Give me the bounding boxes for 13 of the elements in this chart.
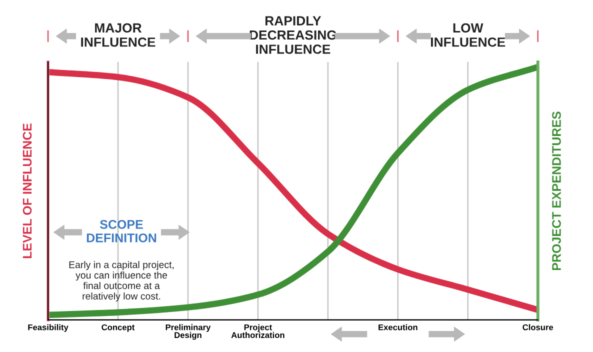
y2-axis-title: PROJECT EXPENDITURES [552, 112, 561, 270]
x-tick-label: Preliminary Design [166, 324, 211, 340]
annotation: Early in a capital project, you can influence the final outcome at a relatively low cost. [69, 261, 174, 302]
annotation: SCOPE DEFINITION [86, 220, 156, 242]
x-tick-label: Closure [522, 324, 554, 330]
x-tick-label: Execution [378, 324, 418, 330]
x-tick-label: Concept [102, 324, 135, 332]
text: LOW INFLUENCE [431, 23, 506, 47]
y-axis-title: LEVEL OF INFLUENCE [22, 124, 32, 258]
text: RAPIDLY DECREASING INFLUENCE [250, 16, 336, 54]
x-tick-label: Project Authorization [231, 324, 284, 338]
text: MAJOR INFLUENCE [81, 23, 156, 47]
x-tick-label: Feasibility [28, 324, 68, 332]
